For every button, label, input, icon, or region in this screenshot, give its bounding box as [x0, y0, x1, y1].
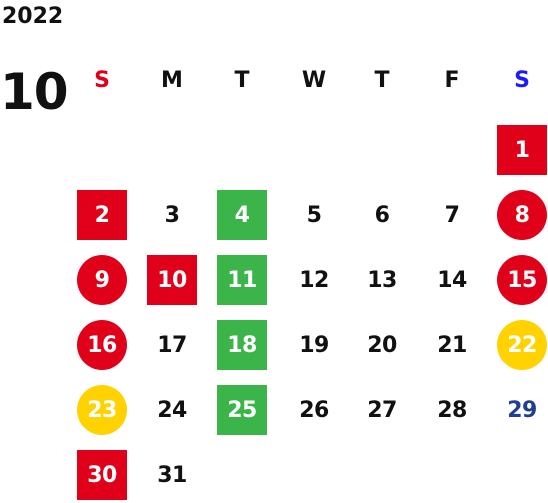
day-cell-11[interactable]: 11: [217, 255, 267, 305]
day-cell-3[interactable]: 3: [164, 202, 180, 228]
day-cell-2[interactable]: 2: [77, 190, 127, 240]
weekday-header-sunday: S: [94, 68, 110, 93]
weekday-header-tuesday: T: [234, 68, 250, 93]
day-cell-31[interactable]: 31: [157, 462, 187, 488]
day-cell-25[interactable]: 25: [217, 385, 267, 435]
day-cell-14[interactable]: 14: [437, 267, 467, 293]
year-label: 2022: [2, 4, 64, 29]
day-cell-13[interactable]: 13: [367, 267, 397, 293]
weekday-header-friday: F: [444, 68, 460, 93]
day-cell-19[interactable]: 19: [299, 332, 329, 358]
weekday-header-monday: M: [161, 68, 183, 93]
day-cell-29[interactable]: 29: [507, 397, 537, 423]
day-cell-4[interactable]: 4: [217, 190, 267, 240]
day-cell-30[interactable]: 30: [77, 450, 127, 500]
day-cell-28[interactable]: 28: [437, 397, 467, 423]
day-cell-21[interactable]: 21: [437, 332, 467, 358]
day-cell-26[interactable]: 26: [299, 397, 329, 423]
day-cell-16[interactable]: 16: [77, 320, 127, 370]
day-cell-10[interactable]: 10: [147, 255, 197, 305]
day-cell-27[interactable]: 27: [367, 397, 397, 423]
day-cell-8[interactable]: 8: [497, 190, 547, 240]
weekday-header-thursday: T: [374, 68, 390, 93]
weekday-header-saturday: S: [514, 68, 530, 93]
day-cell-9[interactable]: 9: [77, 255, 127, 305]
day-cell-20[interactable]: 20: [367, 332, 397, 358]
day-cell-5[interactable]: 5: [306, 202, 322, 228]
day-cell-22[interactable]: 22: [497, 320, 547, 370]
day-cell-12[interactable]: 12: [299, 267, 329, 293]
day-cell-17[interactable]: 17: [157, 332, 187, 358]
day-cell-15[interactable]: 15: [497, 255, 547, 305]
day-cell-7[interactable]: 7: [444, 202, 460, 228]
day-cell-18[interactable]: 18: [217, 320, 267, 370]
day-cell-1[interactable]: 1: [497, 125, 547, 175]
day-cell-23[interactable]: 23: [77, 385, 127, 435]
day-cell-6[interactable]: 6: [374, 202, 390, 228]
day-cell-24[interactable]: 24: [157, 397, 187, 423]
weekday-header-wednesday: W: [301, 68, 327, 93]
month-number: 10: [0, 63, 69, 121]
